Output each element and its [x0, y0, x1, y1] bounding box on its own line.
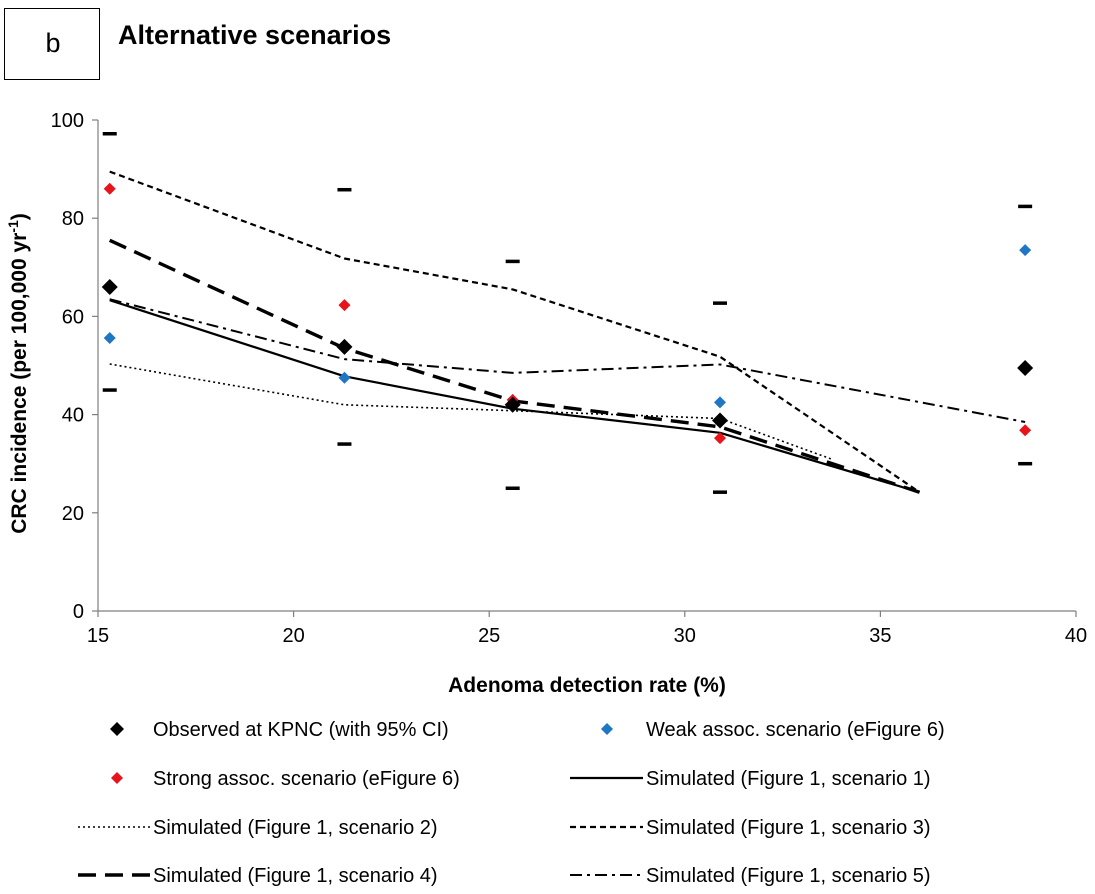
y-axis-title-main: CRC incidence (per 100,000 yr [8, 233, 31, 534]
legend-label: Simulated (Figure 1, scenario 5) [646, 865, 931, 887]
observed-point [504, 396, 521, 413]
strong-assoc-point [714, 432, 727, 445]
x-tick-label: 40 [1065, 625, 1087, 647]
axes: 0 20 40 60 80 100 15 20 25 30 35 40 [51, 110, 1088, 647]
observed-point [336, 338, 353, 355]
legend-symbol-marker [110, 722, 124, 736]
weak-assoc-point [103, 332, 116, 345]
chart-title: Alternative scenarios [118, 20, 392, 50]
y-tick-label: 60 [62, 306, 84, 328]
legend: Observed at KPNC (with 95% CI) Weak assoc… [78, 719, 945, 887]
weak-assoc-point [338, 371, 351, 384]
legend-label: Simulated (Figure 1, scenario 1) [646, 768, 931, 790]
plot-lines [108, 170, 1026, 494]
observed-point [712, 412, 729, 429]
ci-markers [102, 131, 1033, 494]
series-line-long-dash [108, 238, 921, 494]
y-tick-label: 20 [62, 503, 84, 525]
y-tick-label: 0 [73, 601, 84, 623]
x-tick-label: 35 [869, 625, 891, 647]
x-axis-title: Adenoma detection rate (%) [448, 674, 726, 697]
panel-label-box: b [4, 8, 100, 80]
y-axis-title-superscript: -1 [5, 220, 21, 233]
legend-label: Simulated (Figure 1, scenario 2) [153, 817, 438, 839]
x-tick-label: 20 [282, 625, 304, 647]
x-tick-label: 30 [674, 625, 696, 647]
y-tick-label: 80 [62, 208, 84, 230]
observed-point [101, 278, 118, 295]
series-line-dash-dot [109, 298, 1026, 423]
legend-label: Weak assoc. scenario (eFigure 6) [646, 719, 945, 741]
y-axis-title-end: ) [8, 213, 31, 220]
legend-label: Simulated (Figure 1, scenario 4) [153, 865, 438, 887]
weak-assoc-point [714, 396, 727, 409]
weak-assoc-point [1019, 244, 1032, 257]
observed-point [1017, 359, 1034, 376]
data-markers [101, 182, 1034, 445]
y-axis-title: CRC incidence (per 100,000 yr-1) [5, 213, 31, 534]
legend-label: Observed at KPNC (with 95% CI) [153, 719, 449, 741]
y-tick-label: 100 [51, 110, 84, 132]
series-line-short-dash [109, 170, 921, 494]
y-tick-label: 40 [62, 405, 84, 427]
legend-symbol-marker [601, 723, 613, 735]
series-line-dotted [109, 363, 834, 461]
legend-label: Strong assoc. scenario (eFigure 6) [153, 768, 460, 790]
legend-label: Simulated (Figure 1, scenario 3) [646, 817, 931, 839]
x-tick-label: 25 [478, 625, 500, 647]
strong-assoc-point [1019, 424, 1032, 437]
panel-label: b [45, 28, 61, 58]
legend-symbol-marker [111, 772, 123, 784]
x-tick-label: 15 [87, 625, 109, 647]
strong-assoc-point [338, 299, 351, 312]
strong-assoc-point [103, 182, 116, 195]
